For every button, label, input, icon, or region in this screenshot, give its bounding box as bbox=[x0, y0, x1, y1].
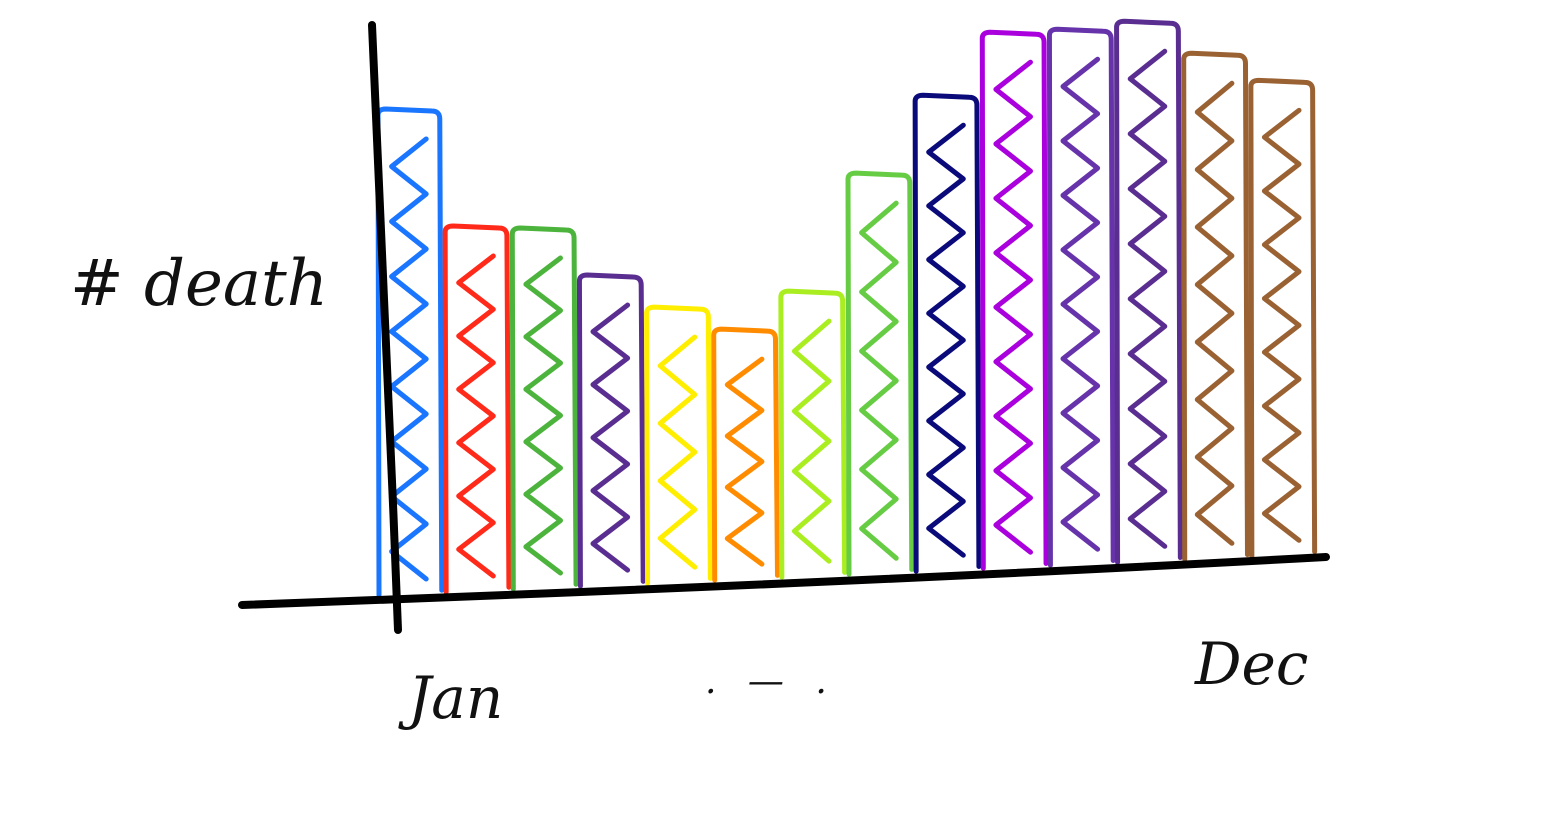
x-ellipsis: . — . bbox=[705, 661, 837, 702]
bar-3-scribble bbox=[523, 255, 563, 576]
y-axis bbox=[368, 21, 402, 634]
bar-10 bbox=[979, 29, 1049, 571]
bar-7-scribble bbox=[791, 318, 832, 564]
bar-12 bbox=[1114, 18, 1183, 565]
bar-5 bbox=[644, 304, 713, 586]
bar-13-scribble bbox=[1194, 80, 1235, 546]
bar-11-scribble bbox=[1060, 56, 1101, 552]
x-tick-label-last: Dec bbox=[1194, 630, 1308, 698]
bar-14-scribble bbox=[1261, 107, 1302, 543]
x-tick-label-first: Jan bbox=[398, 664, 503, 732]
bar-2 bbox=[442, 223, 512, 595]
bars-layer bbox=[375, 18, 1318, 598]
bar-14 bbox=[1248, 77, 1318, 559]
bar-11-outline bbox=[1046, 26, 1116, 568]
bar-4-outline bbox=[576, 272, 646, 589]
bar-2-scribble bbox=[456, 253, 496, 579]
bar-13 bbox=[1181, 50, 1250, 562]
bar-11 bbox=[1046, 26, 1116, 568]
bar-7 bbox=[778, 288, 848, 580]
bar-10-outline bbox=[979, 29, 1049, 571]
bar-9-outline bbox=[912, 92, 982, 574]
bar-8 bbox=[845, 170, 915, 577]
bar-1-scribble bbox=[389, 136, 429, 582]
bar-6-outline bbox=[711, 326, 780, 583]
x-axis bbox=[238, 553, 1330, 609]
bar-7-outline bbox=[778, 288, 848, 580]
bar-9-scribble bbox=[926, 122, 966, 558]
bar-10-scribble bbox=[993, 59, 1033, 555]
bar-9 bbox=[912, 92, 982, 574]
y-axis-label: # death bbox=[70, 247, 328, 321]
bar-8-scribble bbox=[859, 200, 899, 561]
bar-5-outline bbox=[644, 304, 713, 586]
bar-12-scribble bbox=[1127, 48, 1168, 549]
bar-3-outline bbox=[509, 225, 579, 592]
bar-6 bbox=[711, 326, 780, 583]
bar-3 bbox=[509, 225, 579, 592]
bar-5-scribble bbox=[657, 334, 698, 570]
bar-8-outline bbox=[845, 170, 915, 577]
bar-4 bbox=[576, 272, 646, 589]
bar-13-outline bbox=[1181, 50, 1250, 562]
bar-6-scribble bbox=[724, 356, 765, 567]
bar-14-outline bbox=[1248, 77, 1318, 559]
bar-4-scribble bbox=[590, 302, 631, 573]
bar-12-outline bbox=[1114, 18, 1183, 565]
bar-2-outline bbox=[442, 223, 512, 595]
